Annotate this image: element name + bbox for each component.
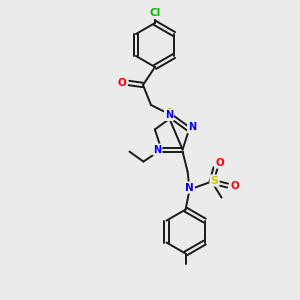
Text: N: N — [188, 122, 196, 132]
Text: N: N — [153, 145, 161, 154]
Text: S: S — [211, 176, 219, 186]
Text: O: O — [118, 78, 126, 88]
Text: Cl: Cl — [149, 8, 161, 18]
Text: N: N — [165, 110, 173, 120]
Text: N: N — [185, 183, 194, 193]
Text: S: S — [165, 108, 173, 118]
Text: O: O — [230, 181, 239, 190]
Text: O: O — [215, 158, 224, 168]
